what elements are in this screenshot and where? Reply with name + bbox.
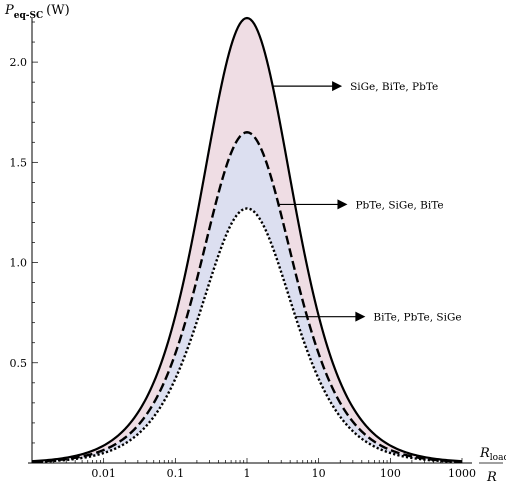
x-tick-label: 1000 [448, 467, 476, 480]
annotation-arrow-head [355, 311, 366, 322]
annotation-label: BiTe, PbTe, SiGe [373, 312, 461, 324]
annotation-label: PbTe, SiGe, BiTe [355, 199, 443, 211]
ticks: 0.01 0.1 1 10 100 1000 0.5 1.0 1.5 2.0 [10, 21, 476, 480]
annotations: SiGe, BiTe, PbTe PbTe, SiGe, BiTe BiTe, Pb… [272, 81, 462, 324]
x-tick-label: 1 [244, 467, 251, 480]
x-tick-label: 0.1 [167, 467, 185, 480]
fill-regions [32, 18, 462, 462]
fill-region [32, 18, 462, 462]
y-tick-label: 2.0 [10, 56, 28, 69]
series-line-solid [31, 16, 463, 463]
axes [28, 18, 472, 464]
x-tick-label: 100 [380, 467, 401, 480]
x-tick-label: 10 [312, 467, 326, 480]
y-tick-label: 0.5 [10, 357, 28, 370]
annotation-label: SiGe, BiTe, PbTe [350, 81, 438, 93]
curves [31, 16, 463, 464]
svg-text:Rload: Rload [479, 446, 506, 463]
series-line-dashed [31, 131, 463, 463]
annotation-arrow-head [337, 199, 348, 210]
fill-region [32, 132, 462, 462]
x-tick-label: 0.01 [91, 467, 116, 480]
y-tick-label: 1.0 [10, 257, 28, 270]
svg-text:R: R [486, 470, 497, 485]
x-axis-label: Rload R [479, 446, 506, 485]
y-tick-label: 1.5 [10, 156, 28, 169]
y-axis-label: Peq-SC (W) [4, 3, 70, 21]
series-line-dotted [31, 207, 463, 464]
annotation-arrow-head [332, 81, 343, 92]
